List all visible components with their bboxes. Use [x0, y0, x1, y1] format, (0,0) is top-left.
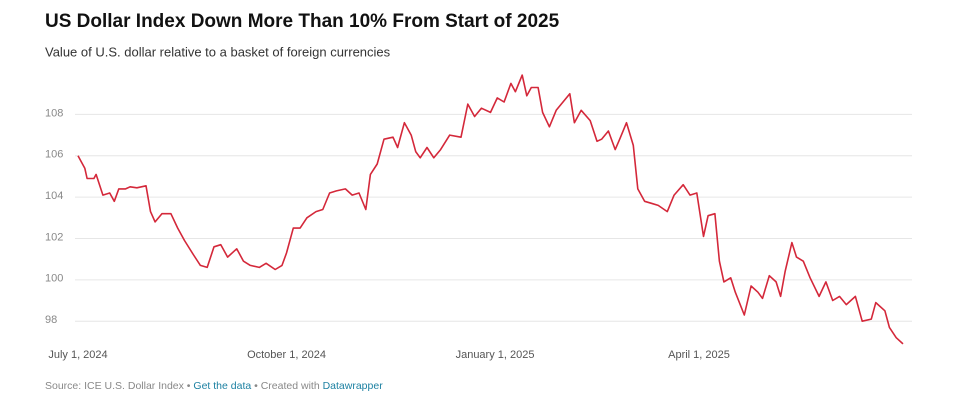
footer-link[interactable]: Get the data [193, 380, 251, 392]
footer-credit: • Created with [251, 380, 322, 392]
x-tick-label: January 1, 2025 [456, 349, 535, 361]
chart-title: US Dollar Index Down More Than 10% From … [45, 11, 560, 32]
chart-subtitle: Value of U.S. dollar relative to a baske… [45, 44, 391, 59]
footer: Source: ICE U.S. Dollar Index • Get the … [45, 380, 383, 392]
x-tick-label: October 1, 2024 [247, 349, 326, 361]
y-tick-label: 100 [45, 273, 63, 285]
footer-link[interactable]: Datawrapper [323, 380, 384, 392]
x-tick-label: July 1, 2024 [48, 349, 107, 361]
footer-source: Source: ICE U.S. Dollar Index • [45, 380, 193, 392]
y-tick-label: 98 [45, 314, 57, 326]
y-tick-label: 106 [45, 149, 63, 161]
line-series [77, 74, 904, 345]
y-tick-label: 102 [45, 231, 63, 243]
x-tick-label: April 1, 2025 [668, 349, 730, 361]
y-tick-label: 104 [45, 190, 63, 202]
y-tick-label: 108 [45, 107, 63, 119]
